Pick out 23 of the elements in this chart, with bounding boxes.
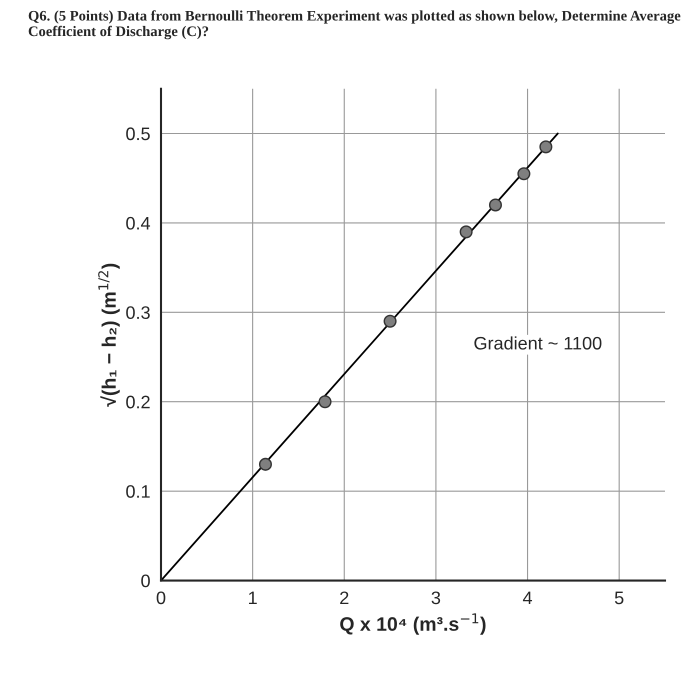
- y-tick-label: 0.4: [126, 216, 150, 230]
- point: [258, 458, 272, 471]
- x-tick-label: 5: [614, 592, 624, 604]
- y-tick-label: 0.2: [126, 396, 150, 408]
- y-tick-label: 0.5: [126, 127, 150, 140]
- y-tick-label: 0.1: [126, 485, 150, 498]
- x-tick-label: 2: [340, 591, 348, 604]
- x-tick-label: 4: [522, 592, 532, 604]
- point: [517, 167, 530, 180]
- point: [539, 140, 552, 154]
- point: [488, 198, 502, 212]
- x-tick-label: 0: [156, 591, 166, 604]
- chart-title: Q6. (5 Points) Data from Bernoulli Theorem Experiment was plotted as shown below, Determine Average Coefficient of Discharge (C)?: [28, 10, 680, 40]
- point: [460, 225, 473, 238]
- x-tick-label: 1: [248, 592, 257, 604]
- x-axis-title: Q x 10⁴ (m³.s$^{−1}$): [340, 613, 486, 635]
- y-tick-label: 0: [141, 574, 150, 588]
- y-tick-label: 0.3: [126, 306, 150, 320]
- x-tick-label: 3: [432, 591, 440, 604]
- point: [384, 314, 397, 328]
- point: [318, 395, 332, 408]
- y-axis-title: √(h₁ − h₂) (m$^{1/2}$): [98, 264, 120, 407]
- annotation: Gradient ~ 1100: [474, 336, 602, 350]
